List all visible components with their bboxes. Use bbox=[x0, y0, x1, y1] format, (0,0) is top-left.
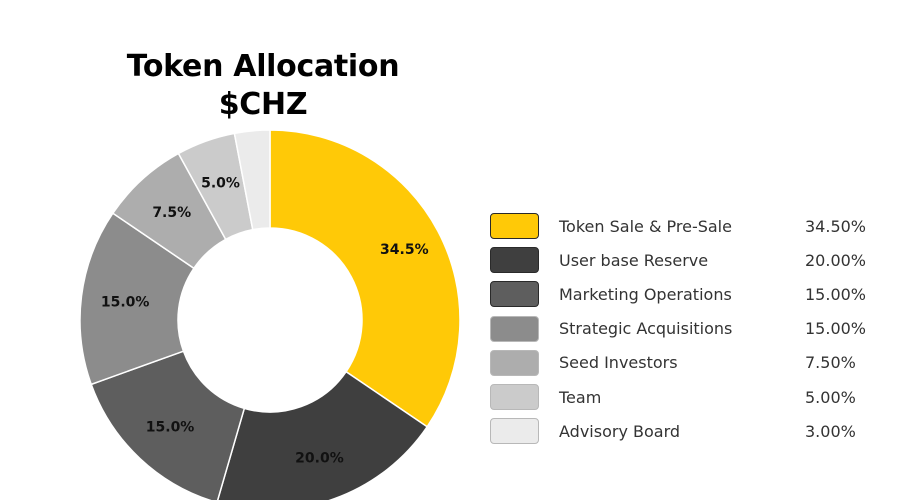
legend-swatch bbox=[490, 384, 539, 411]
legend-swatch bbox=[490, 213, 539, 240]
legend-swatch bbox=[490, 349, 539, 376]
donut-slice bbox=[216, 370, 429, 500]
legend-item: Team 5.00% bbox=[490, 380, 866, 414]
legend-item: Token Sale & Pre-Sale 34.50% bbox=[490, 209, 866, 243]
legend-value: 3.00% bbox=[805, 421, 856, 441]
donut-slice bbox=[90, 350, 246, 500]
legend-item: Advisory Board 3.00% bbox=[490, 414, 866, 448]
legend-label: Strategic Acquisitions bbox=[559, 319, 733, 339]
donut-slice bbox=[233, 129, 271, 231]
donut-slice bbox=[79, 212, 195, 386]
slice-label: 15.0% bbox=[101, 295, 150, 311]
legend-value: 34.50% bbox=[805, 216, 867, 236]
legend-value: 5.00% bbox=[805, 387, 856, 407]
legend-swatch bbox=[490, 315, 539, 342]
legend-label: User base Reserve bbox=[559, 250, 709, 270]
chart-title-text: Token Allocation bbox=[126, 49, 400, 84]
legend-value: 7.50% bbox=[805, 353, 856, 373]
slice-label: 5.0% bbox=[201, 176, 240, 192]
legend-swatch bbox=[490, 281, 539, 308]
legend-item: Strategic Acquisitions 15.00% bbox=[490, 312, 866, 346]
legend-label: Marketing Operations bbox=[559, 284, 732, 304]
legend-item: User base Reserve 20.00% bbox=[490, 243, 866, 277]
chart-subtitle: $CHZ bbox=[218, 87, 308, 122]
legend-item: Marketing Operations 15.00% bbox=[490, 277, 866, 311]
legend-label: Token Sale & Pre-Sale bbox=[559, 216, 732, 236]
legend-item: Seed Investors 7.50% bbox=[490, 346, 866, 380]
slice-label: 7.5% bbox=[152, 205, 191, 221]
legend-swatch bbox=[490, 247, 539, 274]
legend-label: Seed Investors bbox=[559, 353, 678, 373]
legend-value: 20.00% bbox=[805, 250, 867, 270]
slice-label: 15.0% bbox=[146, 419, 195, 435]
legend-value: 15.00% bbox=[805, 284, 867, 304]
donut-slice bbox=[269, 129, 461, 428]
legend-swatch bbox=[490, 418, 539, 445]
legend: Token Sale & Pre-Sale 34.50% User base R… bbox=[490, 209, 866, 448]
legend-label: Team bbox=[559, 387, 602, 407]
chart-title: Token Allocation $CHZ bbox=[88, 48, 438, 124]
legend-value: 15.00% bbox=[805, 319, 867, 339]
legend-label: Advisory Board bbox=[559, 421, 681, 441]
slice-label: 34.5% bbox=[380, 242, 429, 258]
slice-label: 20.0% bbox=[295, 450, 344, 466]
